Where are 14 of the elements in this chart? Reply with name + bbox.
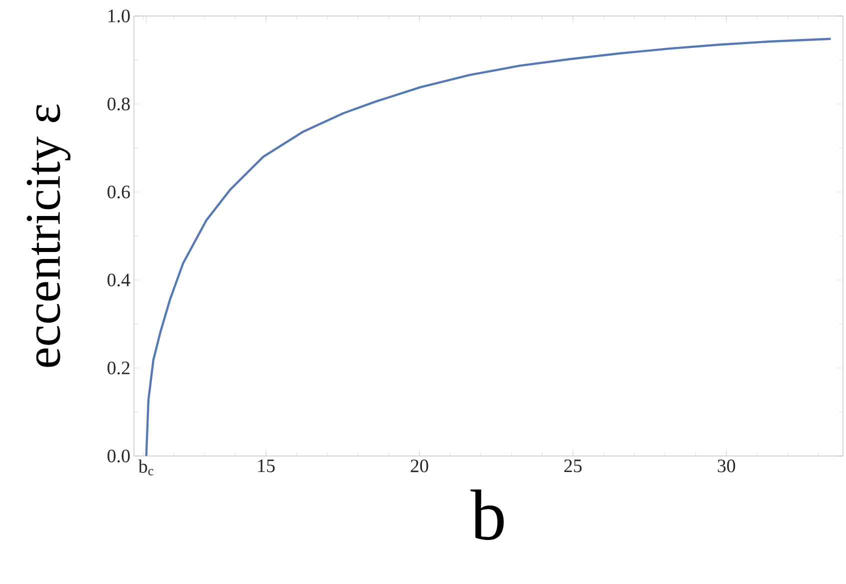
y-tick-label: 0.2 xyxy=(108,362,130,374)
y-axis-title: eccentricity ε xyxy=(26,104,70,367)
x-tick-label: 25 xyxy=(564,460,582,472)
line-series xyxy=(145,38,832,456)
x-tick-label: 30 xyxy=(718,460,736,472)
y-tick-label: 1.0 xyxy=(108,10,130,22)
y-tick-label: 0.4 xyxy=(108,274,130,286)
x-axis-title: b xyxy=(470,490,504,540)
x-tick-label: 15 xyxy=(258,460,275,472)
y-tick-label: 0.8 xyxy=(108,98,130,110)
y-tick-label: 0.6 xyxy=(108,186,130,198)
x-tick-label: b$_{c}$ xyxy=(138,460,154,476)
x-tick-label: 20 xyxy=(410,460,428,472)
y-tick-label: 0.0 xyxy=(108,450,130,462)
